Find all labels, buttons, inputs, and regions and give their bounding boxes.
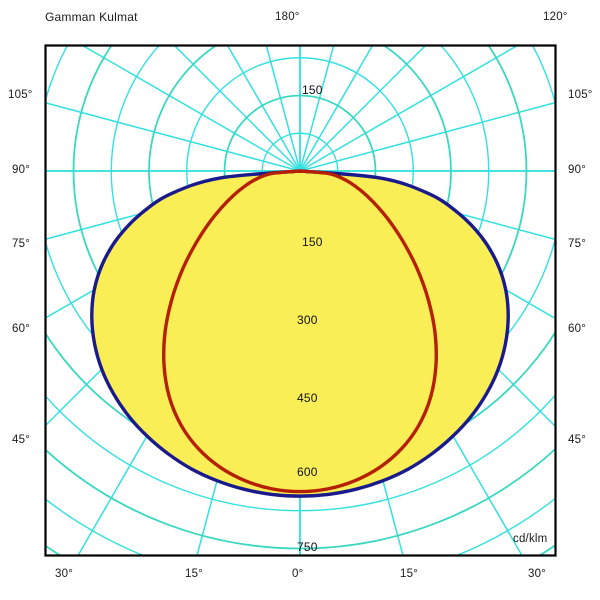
radial-label-300: 300 — [297, 313, 318, 327]
grid-ray — [299, 46, 374, 172]
luminous-fill-region — [91, 171, 509, 497]
left-label-105: 105° — [8, 89, 33, 101]
top-label-120: 120° — [543, 11, 568, 23]
plot-frame — [44, 44, 557, 557]
chart-title: Gamman Kulmat — [45, 10, 138, 24]
left-label-90: 90° — [12, 164, 30, 176]
radial-label-top-150: 150 — [302, 83, 323, 97]
bottom-label-0: 0° — [292, 568, 304, 580]
radial-label-750: 750 — [297, 540, 318, 554]
grid-ring — [46, 447, 555, 550]
right-label-105: 105° — [568, 89, 593, 101]
curve-c90-c270 — [162, 169, 438, 494]
grid-ring — [46, 394, 555, 512]
curve-c0-c180 — [90, 169, 510, 498]
right-label-90: 90° — [568, 164, 586, 176]
right-label-75: 75° — [568, 238, 586, 250]
unit-label: cd/klm — [513, 533, 548, 545]
radial-label-450: 450 — [297, 391, 318, 405]
bottom-label-15-left: 15° — [185, 568, 203, 580]
bottom-label-30-right: 30° — [528, 568, 546, 580]
left-label-60: 60° — [12, 323, 30, 335]
top-label-180: 180° — [275, 11, 300, 23]
right-label-45: 45° — [568, 434, 586, 446]
bottom-label-30-left: 30° — [55, 568, 73, 580]
grid-ray — [265, 46, 301, 172]
bottom-label-15-right: 15° — [400, 568, 418, 580]
radial-label-150: 150 — [302, 235, 323, 249]
left-label-45: 45° — [12, 434, 30, 446]
right-label-60: 60° — [568, 323, 586, 335]
grid-ray — [226, 46, 301, 172]
left-label-75: 75° — [12, 238, 30, 250]
radial-label-600: 600 — [297, 465, 318, 479]
